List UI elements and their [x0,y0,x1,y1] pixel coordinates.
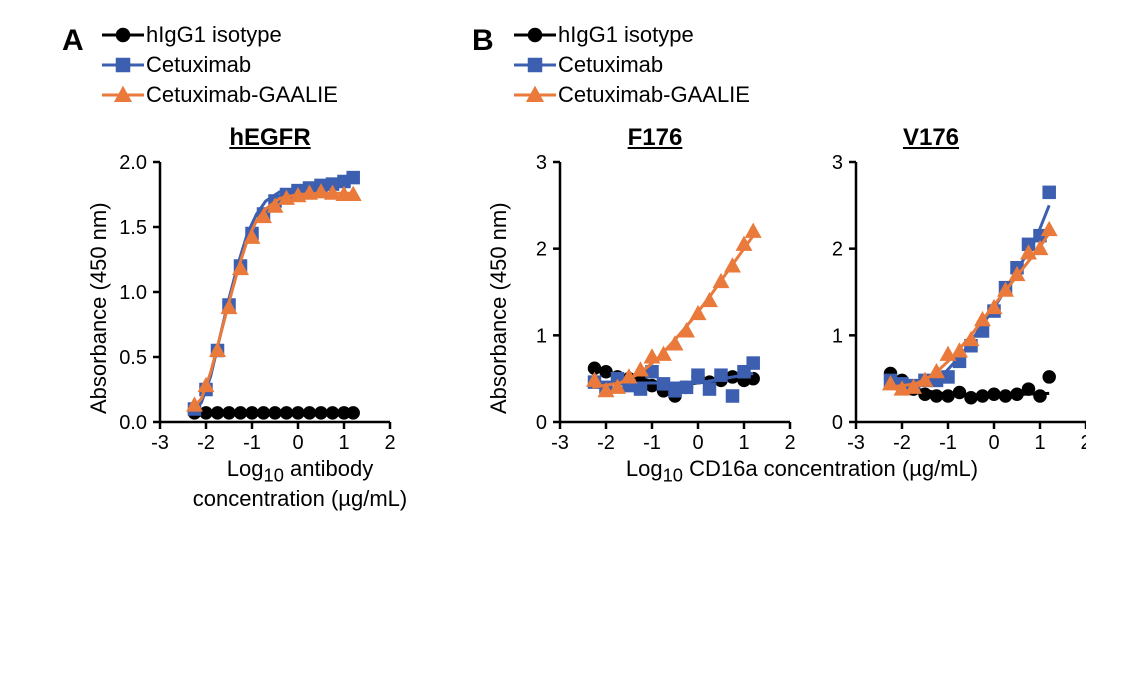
chart-v176-svg: -3 -2 -1 0 1 2 0 1 2 3 [786,152,1086,482]
legend-label: hIgG1 isotype [146,20,282,50]
svg-text:1.5: 1.5 [119,217,147,239]
legend-item: hIgG1 isotype [100,20,338,50]
svg-text:-1: -1 [643,432,661,454]
legend-label: Cetuximab [146,50,251,80]
legend-label: Cetuximab-GAALIE [146,80,338,110]
legend-label: hIgG1 isotype [558,20,694,50]
chart-title-hegfr: hEGFR [120,124,420,152]
svg-text:0.0: 0.0 [119,412,147,434]
legend-marker-icon [512,85,558,105]
legend-marker-icon [512,55,558,75]
svg-text:3: 3 [832,152,843,174]
svg-text:0.5: 0.5 [119,347,147,369]
svg-text:-3: -3 [847,432,865,454]
chart-title-v176: V176 [786,124,1076,152]
svg-text:1.0: 1.0 [119,282,147,304]
chart-hegfr: hEGFR -3-2-10120.00.51.01.52.0 Absorbanc… [90,124,430,487]
ylabel-b: Absorbance (450 nm) [486,202,512,414]
svg-text:-1: -1 [939,432,957,454]
svg-text:2: 2 [832,239,843,261]
legend-item: Cetuximab [100,50,338,80]
svg-text:1: 1 [338,432,349,454]
legend-item: Cetuximab-GAALIE [512,80,750,110]
chart-v176: V176 -3 -2 -1 0 1 2 0 1 2 3 [786,124,1086,487]
legend-label: Cetuximab [558,50,663,80]
ylabel-a: Absorbance (450 nm) [86,202,112,414]
legend-a: hIgG1 isotypeCetuximabCetuximab-GAALIE [100,20,338,110]
chart-f176: F176 -3-2-10120123 Absorbance (450 nm) [490,124,800,487]
xlabel-a: Log10 antibody concentration (µg/mL) [160,456,440,512]
chart-hegfr-svg: -3 -2 -1 0 1 2 0.0 0.5 1.0 1.5 2.0 [90,152,430,482]
svg-text:-2: -2 [197,432,215,454]
chart-title-f176: F176 [510,124,800,152]
legend-item: Cetuximab-GAALIE [100,80,338,110]
legend-marker-icon [100,55,146,75]
svg-text:2: 2 [536,239,547,261]
svg-text:0: 0 [536,412,547,434]
svg-text:-2: -2 [893,432,911,454]
xlabel-b: Log10 CD16a concentration (µg/mL) [552,456,1052,486]
chart-f176-svg: -3-2-10120123 [490,152,800,482]
legend-marker-icon [100,85,146,105]
svg-text:0: 0 [832,412,843,434]
svg-text:1: 1 [1034,432,1045,454]
xlabel-a-line2: concentration (µg/mL) [193,486,407,511]
svg-text:0: 0 [988,432,999,454]
svg-text:3: 3 [536,152,547,174]
svg-text:2.0: 2.0 [119,152,147,174]
svg-text:0: 0 [692,432,703,454]
svg-text:1: 1 [738,432,749,454]
legend-item: hIgG1 isotype [512,20,750,50]
legend-marker-icon [100,25,146,45]
panel-label-b: B [472,24,494,58]
legend-item: Cetuximab [512,50,750,80]
svg-text:-1: -1 [243,432,261,454]
svg-text:1: 1 [536,325,547,347]
legend-b: hIgG1 isotypeCetuximabCetuximab-GAALIE [512,20,750,110]
svg-text:-3: -3 [551,432,569,454]
svg-text:-3: -3 [151,432,169,454]
svg-text:0: 0 [292,432,303,454]
legend-label: Cetuximab-GAALIE [558,80,750,110]
svg-text:1: 1 [832,325,843,347]
svg-text:2: 2 [1080,432,1086,454]
xlabel-a-line1: Log10 antibody [227,456,373,481]
legend-marker-icon [512,25,558,45]
svg-text:-2: -2 [597,432,615,454]
panel-label-a: A [62,24,84,58]
svg-text:2: 2 [384,432,395,454]
